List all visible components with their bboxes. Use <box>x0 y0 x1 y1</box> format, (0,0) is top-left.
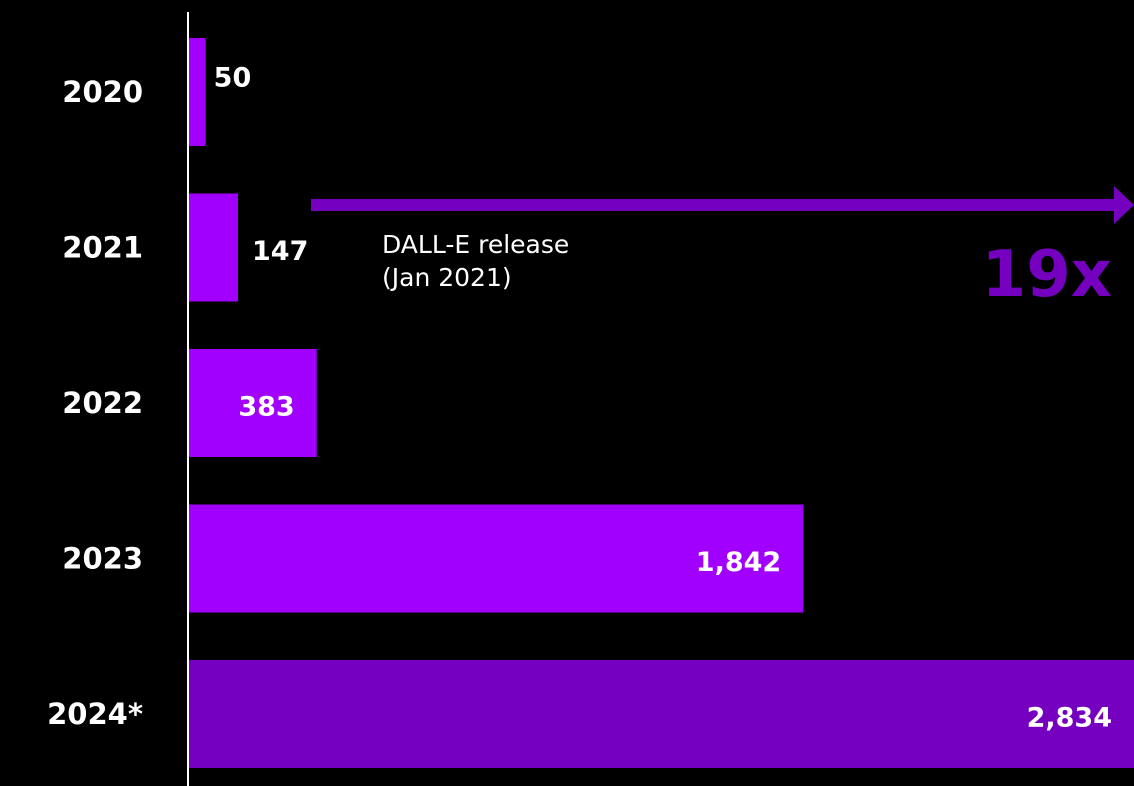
category-label: 2024* <box>47 697 143 731</box>
bar-2021 <box>189 193 239 302</box>
growth-arrow <box>311 186 1134 224</box>
growth-multiplier: 19x <box>982 238 1112 312</box>
release-annotation-line2: (Jan 2021) <box>382 263 512 292</box>
value-label: 383 <box>238 392 294 423</box>
value-label: 50 <box>214 63 252 94</box>
bar-2022 <box>189 349 317 457</box>
bar-2023 <box>189 504 804 613</box>
bars-group <box>189 38 1134 768</box>
growth-arrow-head <box>1114 186 1134 224</box>
value-label: 147 <box>252 236 308 267</box>
category-label: 2022 <box>62 386 143 420</box>
category-label: 2021 <box>62 231 143 265</box>
category-label: 2020 <box>62 75 143 109</box>
release-annotation-line1: DALL-E release <box>382 230 569 259</box>
value-labels: 50 147 383 1,842 2,834 <box>214 63 1112 734</box>
category-labels: 2020 2021 2022 2023 2024* <box>47 75 143 731</box>
bar-2024 <box>189 660 1134 768</box>
bar-2020 <box>189 38 206 146</box>
value-label: 2,834 <box>1027 703 1112 734</box>
category-label: 2023 <box>62 542 143 576</box>
value-label: 1,842 <box>696 547 781 578</box>
